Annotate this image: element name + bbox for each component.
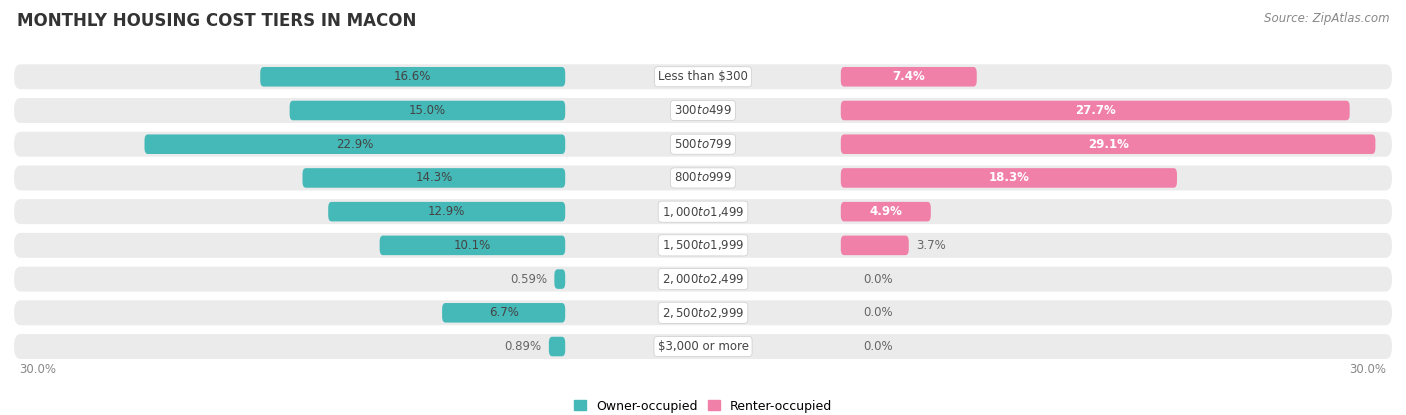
Text: 0.89%: 0.89% [505, 340, 541, 353]
Text: $2,500 to $2,999: $2,500 to $2,999 [662, 306, 744, 320]
Text: $800 to $999: $800 to $999 [673, 171, 733, 184]
Legend: Owner-occupied, Renter-occupied: Owner-occupied, Renter-occupied [574, 400, 832, 413]
FancyBboxPatch shape [841, 168, 1177, 188]
Text: $500 to $799: $500 to $799 [673, 138, 733, 151]
Text: 0.0%: 0.0% [863, 306, 893, 319]
FancyBboxPatch shape [14, 334, 1392, 359]
Text: 18.3%: 18.3% [988, 171, 1029, 184]
Text: Less than $300: Less than $300 [658, 70, 748, 83]
Text: 15.0%: 15.0% [409, 104, 446, 117]
FancyBboxPatch shape [290, 101, 565, 120]
Text: 30.0%: 30.0% [1350, 363, 1386, 376]
FancyBboxPatch shape [14, 199, 1392, 224]
FancyBboxPatch shape [14, 233, 1392, 258]
Text: 29.1%: 29.1% [1088, 138, 1129, 151]
Text: 27.7%: 27.7% [1074, 104, 1115, 117]
FancyBboxPatch shape [14, 266, 1392, 292]
FancyBboxPatch shape [548, 337, 565, 356]
Text: 14.3%: 14.3% [415, 171, 453, 184]
FancyBboxPatch shape [841, 236, 908, 255]
Text: 4.9%: 4.9% [869, 205, 903, 218]
FancyBboxPatch shape [302, 168, 565, 188]
FancyBboxPatch shape [380, 236, 565, 255]
Text: $2,000 to $2,499: $2,000 to $2,499 [662, 272, 744, 286]
FancyBboxPatch shape [554, 269, 565, 289]
FancyBboxPatch shape [14, 132, 1392, 157]
FancyBboxPatch shape [145, 134, 565, 154]
Text: MONTHLY HOUSING COST TIERS IN MACON: MONTHLY HOUSING COST TIERS IN MACON [17, 12, 416, 30]
Text: 22.9%: 22.9% [336, 138, 374, 151]
FancyBboxPatch shape [841, 202, 931, 222]
Text: 10.1%: 10.1% [454, 239, 491, 252]
Text: Source: ZipAtlas.com: Source: ZipAtlas.com [1264, 12, 1389, 25]
Text: $1,500 to $1,999: $1,500 to $1,999 [662, 238, 744, 252]
Text: 12.9%: 12.9% [427, 205, 465, 218]
Text: 30.0%: 30.0% [20, 363, 56, 376]
FancyBboxPatch shape [841, 101, 1350, 120]
Text: 0.59%: 0.59% [510, 273, 547, 286]
FancyBboxPatch shape [14, 98, 1392, 123]
FancyBboxPatch shape [841, 134, 1375, 154]
Text: 0.0%: 0.0% [863, 340, 893, 353]
FancyBboxPatch shape [328, 202, 565, 222]
Text: 6.7%: 6.7% [489, 306, 519, 319]
FancyBboxPatch shape [14, 166, 1392, 190]
Text: 3.7%: 3.7% [917, 239, 946, 252]
Text: 16.6%: 16.6% [394, 70, 432, 83]
Text: $1,000 to $1,499: $1,000 to $1,499 [662, 205, 744, 219]
FancyBboxPatch shape [14, 64, 1392, 89]
Text: $3,000 or more: $3,000 or more [658, 340, 748, 353]
FancyBboxPatch shape [441, 303, 565, 322]
FancyBboxPatch shape [260, 67, 565, 87]
Text: $300 to $499: $300 to $499 [673, 104, 733, 117]
FancyBboxPatch shape [14, 300, 1392, 325]
Text: 0.0%: 0.0% [863, 273, 893, 286]
FancyBboxPatch shape [841, 67, 977, 87]
Text: 7.4%: 7.4% [893, 70, 925, 83]
